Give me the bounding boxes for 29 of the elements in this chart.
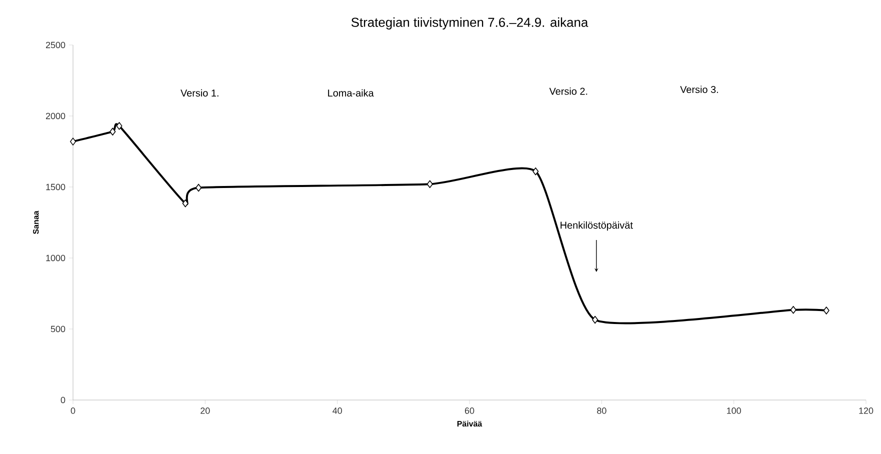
point	[116, 122, 122, 130]
annotation: Henkilöstöpäivät	[560, 221, 633, 231]
y-tick-label: 2000	[46, 112, 66, 120]
point	[823, 306, 830, 314]
point	[532, 167, 539, 176]
point	[196, 184, 202, 192]
point	[426, 180, 433, 188]
y-tick-label: 500	[50, 326, 66, 332]
x-tick-label: 100	[727, 408, 741, 414]
point	[592, 316, 598, 324]
y-tick-label: 2500	[46, 42, 66, 48]
x-tick-label: 60	[464, 408, 474, 414]
x-tick-label: 80	[597, 408, 606, 414]
annotation: Versio 3.	[680, 86, 718, 94]
x-tick-label: 0	[70, 408, 76, 414]
annotation: Versio 2.	[549, 87, 588, 95]
chart-title: Strategian tiivistyminen 7.6.–24.9. aikana	[351, 17, 588, 30]
y-tick-label: 1500	[46, 184, 66, 190]
annotation: Loma-aika	[328, 89, 374, 97]
x-tick-label: 40	[332, 408, 342, 414]
point	[182, 199, 188, 208]
annotation: Versio 1.	[180, 89, 218, 97]
point	[70, 138, 76, 146]
x-tick-label: 120	[859, 408, 874, 414]
point	[110, 128, 116, 136]
point	[790, 306, 796, 314]
y-tick-label: 1000	[46, 254, 66, 262]
x-tick-label: 20	[200, 408, 210, 414]
y-tick-label: 0	[60, 396, 66, 404]
